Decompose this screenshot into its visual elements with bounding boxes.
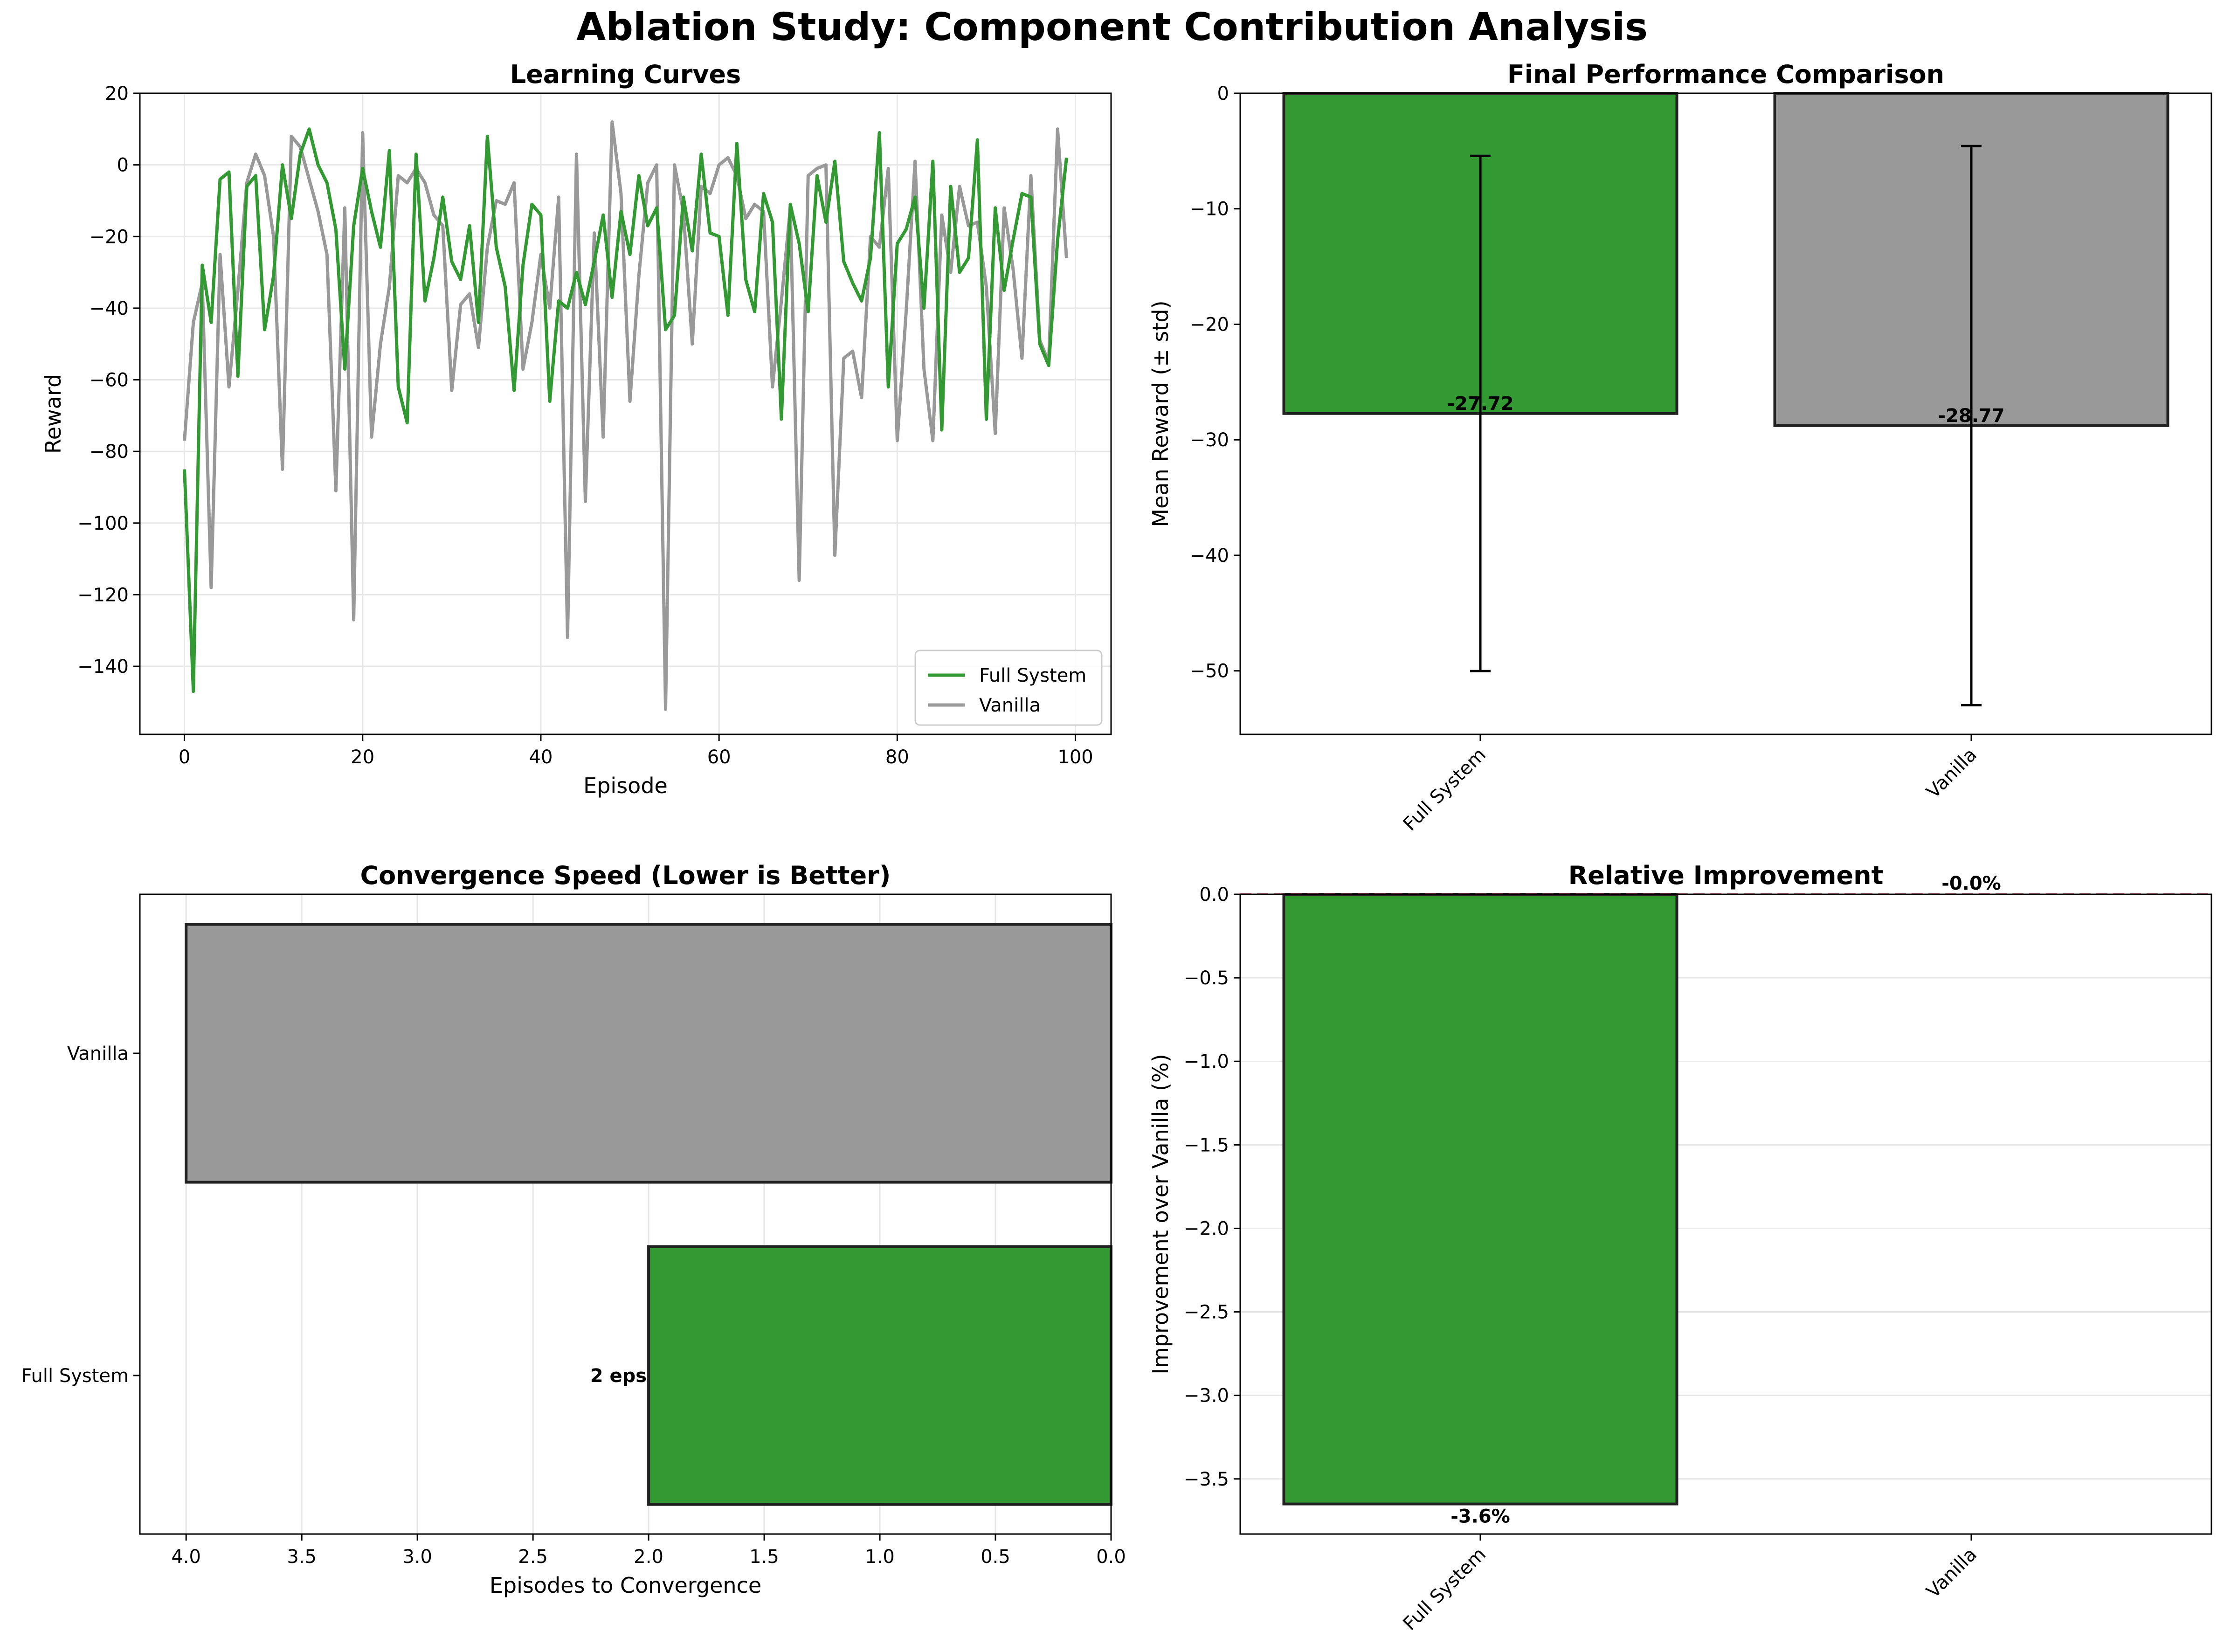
relative-improvement-x-tick-label: Vanilla [1922, 1544, 1981, 1603]
convergence-speed-title: Convergence Speed (Lower is Better) [360, 861, 891, 890]
learning-curves-y-axis-label: Reward [41, 374, 66, 454]
learning-curves-x-tick-label: 60 [707, 747, 731, 768]
learning-curves-x-axis-label: Episode [583, 773, 668, 798]
learning-curves-title: Learning Curves [510, 60, 741, 89]
relative-improvement-y-tick-label: −2.5 [1184, 1302, 1229, 1323]
learning-curves-x-tick-label: 100 [1057, 747, 1093, 768]
learning-curves-series-line-full-system [183, 127, 1068, 693]
relative-improvement-title: Relative Improvement [1568, 861, 1884, 890]
convergence-speed-x-tick-label: 2.5 [518, 1546, 548, 1568]
learning-curves-x-tick-label: 80 [885, 747, 909, 768]
learning-curves-plot-frame [139, 92, 1112, 735]
convergence-speed-plot-frame [139, 893, 1112, 1535]
final-performance-y-tick-label: −50 [1190, 661, 1229, 682]
convergence-speed-bar-full-system [647, 1245, 1112, 1506]
relative-improvement-y-tick-label: −3.0 [1184, 1385, 1229, 1407]
final-performance-y-tick-label: −10 [1190, 199, 1229, 220]
final-performance-y-tick-label: 0 [1217, 83, 1229, 104]
learning-curves-x-tick-label: 20 [351, 747, 374, 768]
final-performance-plot-frame [1239, 92, 2212, 735]
convergence-speed-x-tick-label: 2.0 [634, 1546, 663, 1568]
learning-curves-x-tick-label: 40 [529, 747, 553, 768]
learning-curves-panel: 0 20 40 60 80 100 20 0 −20 −40 −60 −80 −100 −120 −140 L… [41, 60, 1112, 798]
final-performance-x-tick-label: Vanilla [1922, 744, 1981, 803]
relative-improvement-y-axis-label: Improvement over Vanilla (%) [1148, 1054, 1173, 1374]
convergence-speed-x-tick-label: 4.0 [171, 1546, 201, 1568]
final-performance-y-tick-label: −30 [1190, 429, 1229, 451]
final-performance-y-axis-label: Mean Reward (± std) [1148, 300, 1173, 527]
figure-title: Ablation Study: Component Contribution A… [576, 5, 1648, 49]
relative-improvement-y-tick-label: −1.0 [1184, 1051, 1229, 1072]
learning-curves-y-tick-label: −40 [90, 298, 129, 319]
final-performance-data-label: -27.72 [1447, 393, 1513, 415]
convergence-speed-panel: 2 eps 4.0 3.5 3.0 2.5 2.0 1.5 1.0 0.5 0.0 Vanilla F… [21, 861, 1126, 1598]
final-performance-y-tick-label: −20 [1190, 314, 1229, 335]
convergence-speed-y-tick-label: Full System [21, 1365, 129, 1387]
learning-curves-legend-label: Full System [979, 665, 1086, 686]
convergence-speed-x-tick-label: 3.5 [287, 1546, 317, 1568]
convergence-speed-y-tick-label: Vanilla [67, 1043, 129, 1064]
learning-curves-y-tick-label: 0 [117, 155, 129, 176]
relative-improvement-y-tick-label: −3.5 [1184, 1469, 1229, 1490]
convergence-speed-x-tick-label: 0.5 [981, 1546, 1010, 1568]
learning-curves-x-tick-label: 0 [179, 747, 190, 768]
relative-improvement-plot-frame [1239, 893, 2212, 1535]
learning-curves-y-tick-label: −100 [77, 513, 129, 534]
learning-curves-y-tick-label: −60 [90, 370, 129, 391]
learning-curves-y-tick-label: −120 [77, 584, 129, 606]
relative-improvement-x-tick-label: Full System [1399, 1544, 1490, 1635]
convergence-speed-x-tick-label: 3.0 [402, 1546, 432, 1568]
convergence-speed-bar-vanilla [185, 923, 1113, 1184]
relative-improvement-panel: -3.6% -0.0% 0.0 −0.5 −1.0 −1.5 −2.0 −2.5 −3.0 −3.… [1148, 861, 2212, 1635]
convergence-speed-x-tick-label: 0.0 [1096, 1546, 1126, 1568]
convergence-speed-x-axis-label: Episodes to Convergence [490, 1573, 761, 1598]
learning-curves-y-tick-label: −140 [77, 656, 129, 677]
relative-improvement-data-label: -3.6% [1450, 1506, 1510, 1528]
relative-improvement-data-label: -0.0% [1941, 873, 2001, 894]
final-performance-panel: -27.72 -28.77 0 −10 −20 −30 −40 −50 Full System V… [1148, 60, 2212, 835]
final-performance-x-tick-label: Full System [1399, 744, 1490, 835]
learning-curves-y-tick-label: −20 [90, 226, 129, 248]
learning-curves-y-tick-label: 20 [105, 83, 129, 104]
convergence-speed-x-tick-label: 1.0 [865, 1546, 895, 1568]
relative-improvement-y-tick-label: −0.5 [1184, 968, 1229, 989]
learning-curves-y-tick-label: −80 [90, 441, 129, 463]
relative-improvement-y-tick-label: 0.0 [1199, 884, 1229, 905]
final-performance-data-label: -28.77 [1938, 405, 2004, 427]
relative-improvement-y-tick-label: −2.0 [1184, 1218, 1229, 1239]
convergence-speed-x-tick-label: 1.5 [749, 1546, 779, 1568]
final-performance-y-tick-label: −40 [1190, 545, 1229, 567]
relative-improvement-bar-full-system [1282, 893, 1678, 1506]
final-performance-title: Final Performance Comparison [1507, 60, 1944, 89]
learning-curves-legend: Full System Vanilla [914, 650, 1103, 726]
convergence-speed-data-label: 2 eps [590, 1365, 647, 1387]
learning-curves-legend-label: Vanilla [979, 695, 1041, 716]
relative-improvement-y-tick-label: −1.5 [1184, 1134, 1229, 1156]
